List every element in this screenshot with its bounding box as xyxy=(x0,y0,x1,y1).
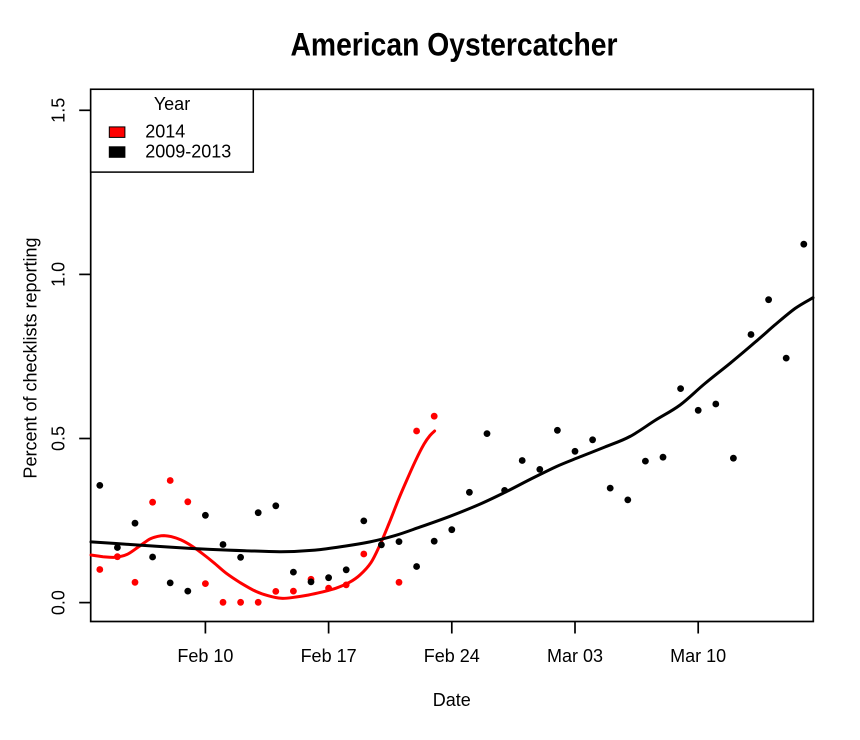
data-point xyxy=(413,427,420,435)
data-point xyxy=(800,240,808,248)
data-point xyxy=(272,502,280,510)
data-point xyxy=(184,587,192,595)
data-point xyxy=(395,538,403,545)
data-point xyxy=(219,598,227,606)
data-point xyxy=(448,526,456,534)
data-point xyxy=(765,296,772,304)
data-point xyxy=(272,588,280,595)
data-point xyxy=(325,574,332,582)
data-point xyxy=(166,579,174,587)
legend: Year 2014 2009-2013 xyxy=(89,88,255,173)
data-point xyxy=(307,578,315,586)
data-point xyxy=(518,457,526,464)
data-point xyxy=(483,430,491,437)
y-axis-title: Percent of checklists reporting xyxy=(21,237,41,478)
x-axis-title: Date xyxy=(433,690,471,710)
y-tick-label: 1.0 xyxy=(49,262,69,287)
data-point xyxy=(184,498,192,506)
data-point xyxy=(395,578,403,586)
data-point xyxy=(378,541,385,549)
data-point xyxy=(730,454,737,462)
data-point xyxy=(114,553,121,561)
data-point xyxy=(166,477,174,484)
legend-title: Year xyxy=(154,94,190,114)
smooth-curves xyxy=(89,296,815,600)
data-point xyxy=(430,412,438,420)
data-point xyxy=(571,447,579,455)
series-2014 xyxy=(96,412,438,606)
x-tick-label: Feb 10 xyxy=(177,646,233,666)
legend-label-2014: 2014 xyxy=(145,122,185,142)
data-point xyxy=(342,581,350,589)
legend-label-2009-2013: 2009-2013 xyxy=(145,142,231,162)
data-point xyxy=(413,563,420,570)
data-point xyxy=(342,566,350,574)
legend-swatch-2009-2013 xyxy=(108,146,126,158)
data-point xyxy=(624,496,632,504)
data-point xyxy=(219,541,227,548)
data-point xyxy=(430,537,438,545)
data-point xyxy=(254,598,262,606)
data-point xyxy=(589,436,596,444)
data-point xyxy=(202,580,209,587)
smooth-curve-2009-2013 xyxy=(89,296,815,554)
series-2009-2013 xyxy=(96,240,808,595)
smooth-curve-2014 xyxy=(89,429,437,600)
y-tick-label: 0.0 xyxy=(49,590,69,615)
data-point xyxy=(466,488,473,496)
y-tick-label: 1.5 xyxy=(49,98,69,123)
data-point xyxy=(677,385,684,392)
data-point xyxy=(290,587,297,595)
x-axis-tick-labels: Feb 10 Feb 17 Feb 24 Mar 03 Mar 10 xyxy=(177,646,726,666)
chart-title: American Oystercatcher xyxy=(291,27,618,63)
data-point xyxy=(237,553,245,561)
data-point xyxy=(149,553,157,561)
data-point xyxy=(712,400,720,408)
data-point xyxy=(202,511,209,519)
x-axis-ticks xyxy=(204,621,700,634)
data-point xyxy=(149,498,157,506)
scatter-points xyxy=(96,240,808,606)
y-axis-tick-labels: 0.0 0.5 1.0 1.5 xyxy=(49,98,69,615)
x-tick-label: Feb 17 xyxy=(301,646,357,666)
data-point xyxy=(96,566,104,573)
data-point xyxy=(642,457,649,465)
data-point xyxy=(554,426,561,434)
data-point xyxy=(782,354,790,362)
legend-swatch-2014 xyxy=(108,126,126,138)
data-point xyxy=(237,598,245,606)
data-point xyxy=(131,519,139,527)
data-point xyxy=(254,509,262,517)
x-tick-label: Mar 10 xyxy=(670,646,726,666)
data-point xyxy=(114,544,121,551)
data-point xyxy=(694,406,702,414)
y-tick-label: 0.5 xyxy=(49,426,69,451)
data-point xyxy=(360,517,368,525)
data-point xyxy=(606,484,614,492)
data-point xyxy=(360,550,368,558)
data-point xyxy=(325,584,332,592)
data-point xyxy=(290,568,297,576)
data-point xyxy=(659,453,667,461)
data-point xyxy=(747,331,755,338)
x-tick-label: Mar 03 xyxy=(547,646,603,666)
data-point xyxy=(131,578,139,586)
data-point xyxy=(536,466,544,473)
data-point xyxy=(501,487,508,494)
y-axis-ticks xyxy=(79,109,91,604)
data-point xyxy=(96,482,104,489)
x-tick-label: Feb 24 xyxy=(424,646,480,666)
